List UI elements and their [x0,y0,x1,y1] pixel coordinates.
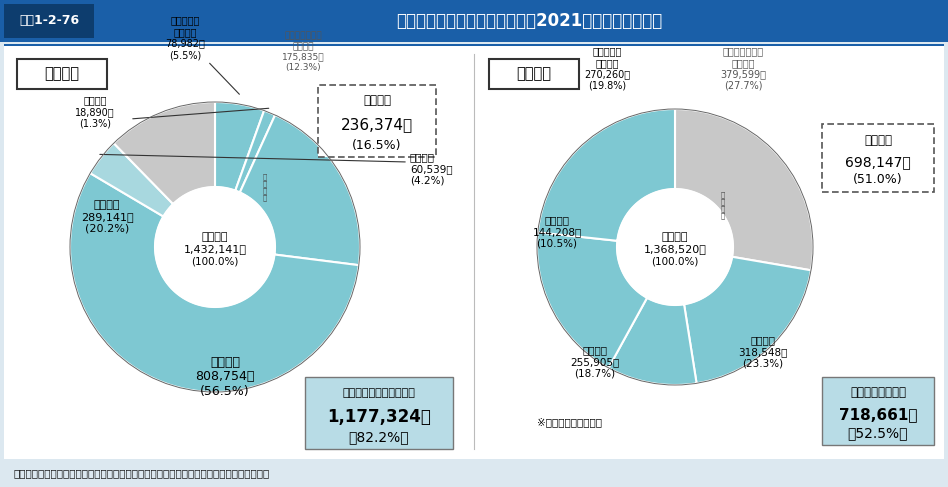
Text: 都道府県: 都道府県 [45,67,80,81]
Text: 1,432,141人: 1,432,141人 [184,244,246,254]
Polygon shape [215,102,264,190]
Text: 福祉関係を除く
一般行政
379,599人
(27.7%): 福祉関係を除く 一般行政 379,599人 (27.7%) [720,46,766,91]
Text: 教育、警察、消防、福祉: 教育、警察、消防、福祉 [342,388,415,398]
Text: 市町村等: 市町村等 [662,232,688,242]
Text: 団体区分別・部門別の職員数（2021年４月１日現在）: 団体区分別・部門別の職員数（2021年４月１日現在） [396,12,662,30]
Bar [0,0,948,42]
Text: 図表1-2-76: 図表1-2-76 [19,15,79,27]
Text: (16.5%): (16.5%) [353,138,402,151]
Bar [318,85,436,157]
Bar [4,44,944,46]
Bar [822,377,934,445]
Text: 警察部門
289,141人
(20.2%): 警察部門 289,141人 (20.2%) [81,200,134,234]
Bar [822,124,934,192]
Text: （52.5%）: （52.5%） [848,426,908,440]
Bar [305,377,453,449]
Text: 市町村等: 市町村等 [517,67,552,81]
Polygon shape [684,257,811,383]
Polygon shape [114,102,215,204]
Text: 教育、消防、福祉: 教育、消防、福祉 [850,387,906,399]
Text: 消防部門
18,890人
(1.3%): 消防部門 18,890人 (1.3%) [75,95,115,129]
Text: 教育部門
808,754人
(56.5%): 教育部門 808,754人 (56.5%) [195,356,255,398]
FancyBboxPatch shape [489,59,579,89]
Text: 一
般
行
政: 一 般 行 政 [720,191,725,219]
Text: 1,368,520人: 1,368,520人 [644,244,706,254]
Text: 教育部門
255,905人
(18.7%): 教育部門 255,905人 (18.7%) [571,345,620,378]
Polygon shape [70,173,359,392]
Polygon shape [675,109,813,270]
Text: 福祉関係
318,548人
(23.3%): 福祉関係 318,548人 (23.3%) [738,336,788,369]
Text: 福祉関係
60,539人
(4.2%): 福祉関係 60,539人 (4.2%) [410,152,452,186]
Polygon shape [240,115,360,265]
Polygon shape [609,298,697,385]
Polygon shape [90,143,173,216]
Text: (100.0%): (100.0%) [191,256,239,266]
Text: (100.0%): (100.0%) [651,256,699,266]
Text: 718,661人: 718,661人 [839,408,918,423]
Circle shape [155,187,275,307]
Text: 一
般
行
政: 一 般 行 政 [263,173,267,201]
Text: 一般行政: 一般行政 [864,133,892,147]
Text: 都道府県: 都道府県 [202,232,228,242]
Polygon shape [538,109,675,241]
Text: 公営企業等
会計部門
78,982人
(5.5%): 公営企業等 会計部門 78,982人 (5.5%) [165,15,240,94]
Text: 公営企業等
会計部門
270,260人
(19.8%): 公営企業等 会計部門 270,260人 (19.8%) [584,46,630,91]
Text: 一般行政: 一般行政 [363,94,391,108]
Text: ※一部事務組合を含む: ※一部事務組合を含む [537,417,602,427]
Text: 資料：総務省「令和３年地方公共団体定員管理調査結果の概要（令和３年４月１日現在）」: 資料：総務省「令和３年地方公共団体定員管理調査結果の概要（令和３年４月１日現在）… [14,468,270,478]
Text: 福祉関係を除く
一般行政
175,835人
(12.3%): 福祉関係を除く 一般行政 175,835人 (12.3%) [282,32,324,72]
FancyBboxPatch shape [17,59,107,89]
Text: （82.2%）: （82.2%） [349,430,410,444]
Text: 1,177,324人: 1,177,324人 [327,408,431,426]
Text: 698,147人: 698,147人 [845,155,911,169]
Text: 236,374人: 236,374人 [341,117,413,132]
Bar [4,44,944,459]
Polygon shape [537,232,647,368]
Bar [4,4,94,38]
Text: (51.0%): (51.0%) [853,173,902,187]
Text: 消防部門
144,208人
(10.5%): 消防部門 144,208人 (10.5%) [533,215,582,248]
Circle shape [617,189,733,305]
Polygon shape [235,111,275,192]
